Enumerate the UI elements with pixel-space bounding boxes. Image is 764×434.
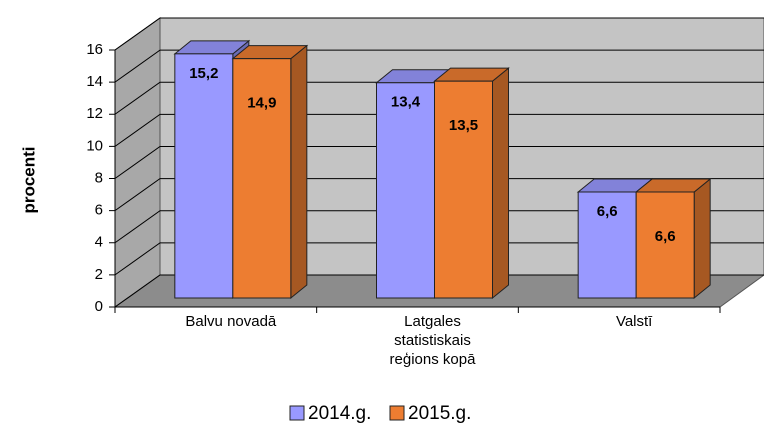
y-tick-label: 4: [95, 234, 103, 251]
data-label: 13,4: [391, 94, 421, 111]
legend-swatch: [289, 405, 305, 421]
grid-line: [114, 146, 764, 179]
grid-line: [114, 17, 764, 51]
data-label: 13,5: [449, 117, 478, 134]
y-tick-label: 0: [95, 298, 103, 315]
y-tick-label: 8: [95, 169, 103, 186]
bar: [376, 82, 435, 299]
bar: [434, 80, 493, 299]
y-tick-label: 6: [95, 202, 103, 219]
grid-line: [114, 210, 764, 244]
x-tick-label: Balvu novadā: [185, 313, 277, 330]
y-tick-label: 16: [86, 41, 103, 58]
y-axis-label: procenti: [19, 146, 38, 213]
data-label: 15,2: [189, 65, 218, 82]
y-tick-label: 14: [86, 73, 103, 90]
legend-swatch: [389, 405, 405, 421]
y-tick-label: 2: [95, 266, 103, 283]
grid-line: [114, 81, 764, 115]
x-tick-label: Latgales statistiskais reģions kopā: [389, 313, 476, 368]
bar: [577, 191, 637, 299]
bar-side: [693, 177, 711, 300]
legend-label: 2015.g.: [408, 403, 471, 424]
y-tick-label: 12: [86, 105, 103, 122]
bar: [232, 58, 292, 299]
grid-line: [114, 242, 764, 276]
bar-side: [492, 67, 509, 300]
data-label: 14,9: [247, 95, 276, 112]
bar: [174, 53, 234, 299]
grid-line: [114, 178, 764, 212]
y-tick-label: 10: [86, 137, 103, 154]
bar-side: [290, 44, 308, 300]
bar: [635, 191, 695, 299]
grid-line: [114, 113, 764, 147]
grid-line: [114, 49, 764, 83]
legend-label: 2014.g.: [308, 403, 371, 424]
x-tick-label: Valstī: [615, 313, 653, 330]
data-label: 6,6: [597, 203, 618, 220]
grid-line: [114, 274, 764, 308]
data-label: 6,6: [655, 228, 676, 245]
